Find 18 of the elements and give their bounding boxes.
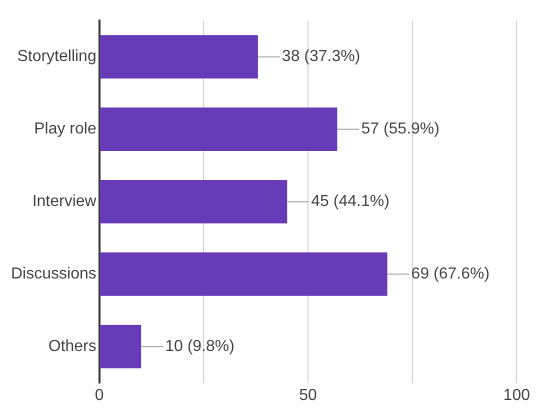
y-tick-label: Interview xyxy=(32,193,97,210)
data-label: 38 (37.3%) xyxy=(282,48,360,66)
y-tick-label: Play role xyxy=(34,120,96,138)
bar xyxy=(100,35,258,79)
data-label: 69 (67.6%) xyxy=(411,266,490,283)
data-label: 10 (9.8%) xyxy=(165,338,234,355)
x-tick-label: 50 xyxy=(299,386,318,404)
bar xyxy=(100,324,142,368)
x-tick-label: 100 xyxy=(503,386,530,404)
bar xyxy=(100,252,388,296)
y-tick-label: Discussions xyxy=(11,266,96,283)
y-tick-label: Others xyxy=(48,338,96,355)
data-label: 57 (55.9%) xyxy=(361,120,440,138)
y-tick-label: Storytelling xyxy=(17,48,96,66)
bar xyxy=(100,180,288,224)
bar xyxy=(100,108,338,151)
data-label: 45 (44.1%) xyxy=(311,193,390,210)
x-tick-label: 0 xyxy=(94,386,104,404)
